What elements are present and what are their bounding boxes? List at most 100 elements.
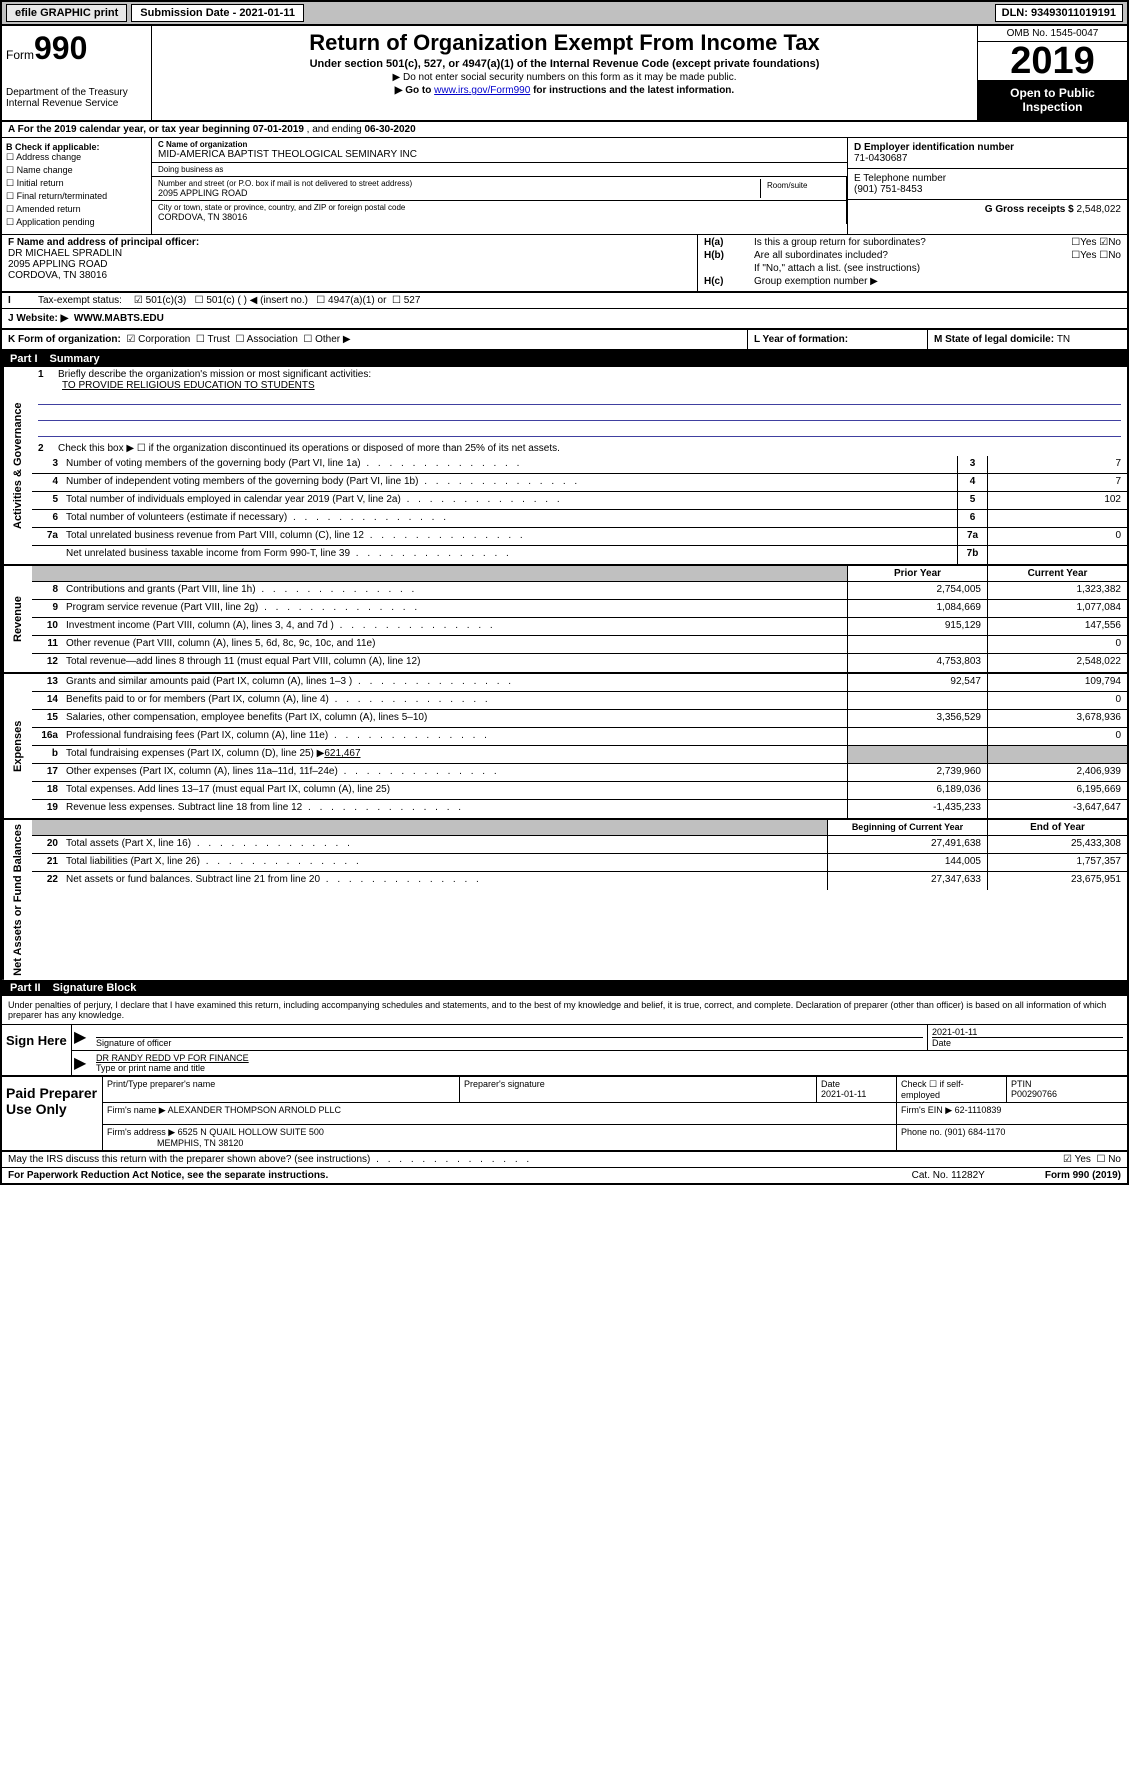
form-header: Form990 Department of the Treasury Inter… [2,26,1127,122]
header-title-block: Return of Organization Exempt From Incom… [152,26,977,120]
chk-501c3[interactable]: ☑ 501(c)(3) [134,295,186,306]
tel-label: E Telephone number [854,173,946,184]
mission-value: TO PROVIDE RELIGIOUS EDUCATION TO STUDEN… [38,380,1121,391]
row-a-mid: , and ending [304,124,365,135]
ein-value: 71-0430687 [854,153,907,164]
line-19: 19Revenue less expenses. Subtract line 1… [32,800,1127,818]
addr-block: Number and street (or P.O. box if mail i… [152,177,847,224]
dba-row: Doing business as [152,163,847,177]
preparer-block: Paid Preparer Use Only Print/Type prepar… [2,1077,1127,1152]
city-value: CORDOVA, TN 38016 [158,212,840,222]
mission-blank-1 [38,391,1121,405]
ha-text: Is this a group return for subordinates? [754,237,1071,248]
row-a-end: 06-30-2020 [365,124,416,135]
efile-button[interactable]: efile GRAPHIC print [6,4,127,22]
sig-arrow-2: ▶ [72,1051,92,1075]
part-1-header: Part I Summary [2,351,1127,367]
line-7a: 7aTotal unrelated business revenue from … [32,528,1127,546]
row-a-begin: 07-01-2019 [253,124,304,135]
chk-application-pending[interactable]: ☐ Application pending [6,217,147,228]
form-number: 990 [34,30,87,66]
chk-trust[interactable]: ☐ Trust [196,334,230,345]
discuss-yn[interactable]: ☑ Yes ☐ No [1063,1154,1121,1165]
irs-link[interactable]: www.irs.gov/Form990 [434,85,530,96]
prep-date-col: Date2021-01-11 [817,1077,897,1102]
website-label: J Website: ▶ [8,313,68,324]
gross-block: G Gross receipts $ 2,548,022 [848,200,1127,219]
row-a-pre: A For the 2019 calendar year, or tax yea… [8,124,253,135]
chk-name-change[interactable]: ☐ Name change [6,165,147,176]
hb-yn[interactable]: ☐Yes ☐No [1071,250,1121,261]
form-title: Return of Organization Exempt From Incom… [160,30,969,56]
line-17: 17Other expenses (Part IX, column (A), l… [32,764,1127,782]
part-2-title: Signature Block [53,982,137,994]
governance-section: Activities & Governance 1Briefly describ… [2,367,1127,566]
hb-label: H(b) [704,250,754,261]
chk-corp[interactable]: ☑ Corporation [126,334,190,345]
section-j-website: J Website: ▶ WWW.MABTS.EDU [2,309,1127,330]
chk-assoc[interactable]: ☐ Association [235,334,297,345]
sig-date-field: 2021-01-11Date [927,1025,1127,1050]
form-container: efile GRAPHIC print Submission Date - 20… [0,0,1129,1185]
top-bar: efile GRAPHIC print Submission Date - 20… [2,2,1127,26]
org-name-label: C Name of organization [158,140,841,149]
gross-label: G Gross receipts $ [985,204,1077,215]
chk-address-change[interactable]: ☐ Address change [6,152,147,163]
line-15: 15Salaries, other compensation, employee… [32,710,1127,728]
open-public-badge: Open to Public Inspection [978,80,1127,120]
sig-name-field: DR RANDY REDD VP FOR FINANCEType or prin… [92,1051,1127,1075]
part-2-num: Part II [10,982,41,994]
prep-row-1: Print/Type preparer's name Preparer's si… [103,1077,1127,1103]
gross-value: 2,548,022 [1077,204,1122,215]
firm-name-col: Firm's name ▶ ALEXANDER THOMPSON ARNOLD … [103,1103,897,1124]
chk-amended-return[interactable]: ☐ Amended return [6,204,147,215]
bottom-row: For Paperwork Reduction Act Notice, see … [2,1168,1127,1183]
line-8: 8Contributions and grants (Part VIII, li… [32,582,1127,600]
discuss-text: May the IRS discuss this return with the… [8,1154,532,1165]
prep-self-emp[interactable]: Check ☐ if self-employed [897,1077,1007,1102]
line-16b: bTotal fundraising expenses (Part IX, co… [32,746,1127,764]
net-header: Beginning of Current Year End of Year [32,820,1127,836]
firm-phone-col: Phone no. (901) 684-1170 [897,1125,1127,1150]
preparer-label: Paid Preparer Use Only [2,1077,102,1150]
chk-other[interactable]: ☐ Other ▶ [303,334,350,345]
rev-header: Prior Year Current Year [32,566,1127,582]
part-2-header: Part II Signature Block [2,980,1127,996]
line-13: 13Grants and similar amounts paid (Part … [32,674,1127,692]
state-domicile: M State of legal domicile: TN [927,330,1127,349]
ssn-note: ▶ Do not enter social security numbers o… [160,72,969,83]
discuss-row: May the IRS discuss this return with the… [2,1152,1127,1168]
line-3: 3Number of voting members of the governi… [32,456,1127,474]
submission-date: Submission Date - 2021-01-11 [131,4,304,22]
prep-row-3: Firm's address ▶ 6525 N QUAIL HOLLOW SUI… [103,1125,1127,1150]
sig-officer-field[interactable]: Signature of officer [92,1025,927,1050]
side-revenue: Revenue [2,566,32,672]
col-f-officer: F Name and address of principal officer:… [2,235,697,291]
prior-year-col: Prior Year [847,566,987,581]
prep-ptin: PTINP00290766 [1007,1077,1127,1102]
line-21: 21Total liabilities (Part X, line 26)144… [32,854,1127,872]
col-d-ein-tel: D Employer identification number 71-0430… [847,138,1127,234]
mission-blank-2 [38,407,1121,421]
chk-4947[interactable]: ☐ 4947(a)(1) or [316,295,386,306]
net-assets-section: Net Assets or Fund Balances Beginning of… [2,820,1127,980]
section-i-tax-status: I Tax-exempt status: ☑ 501(c)(3) ☐ 501(c… [2,292,1127,309]
col-c-name-addr: C Name of organization MID-AMERICA BAPTI… [152,138,847,234]
chk-initial-return[interactable]: ☐ Initial return [6,178,147,189]
org-name-row: C Name of organization MID-AMERICA BAPTI… [152,138,847,163]
prep-name-col: Print/Type preparer's name [103,1077,460,1102]
chk-501c[interactable]: ☐ 501(c) ( ) ◀ (insert no.) [195,295,308,306]
side-expenses: Expenses [2,674,32,818]
header-left: Form990 Department of the Treasury Inter… [2,26,152,120]
room-label: Room/suite [760,179,840,198]
officer-label: F Name and address of principal officer: [8,237,199,248]
sign-here-label: Sign Here [2,1025,72,1075]
ha-yn[interactable]: ☐Yes ☑No [1071,237,1121,248]
form-subtitle: Under section 501(c), 527, or 4947(a)(1)… [160,58,969,70]
org-name: MID-AMERICA BAPTIST THEOLOGICAL SEMINARY… [158,149,841,160]
officer-addr2: CORDOVA, TN 38016 [8,270,107,281]
chk-527[interactable]: ☐ 527 [392,295,420,306]
line-14: 14Benefits paid to or for members (Part … [32,692,1127,710]
prep-sig-col: Preparer's signature [460,1077,817,1102]
chk-final-return[interactable]: ☐ Final return/terminated [6,191,147,202]
